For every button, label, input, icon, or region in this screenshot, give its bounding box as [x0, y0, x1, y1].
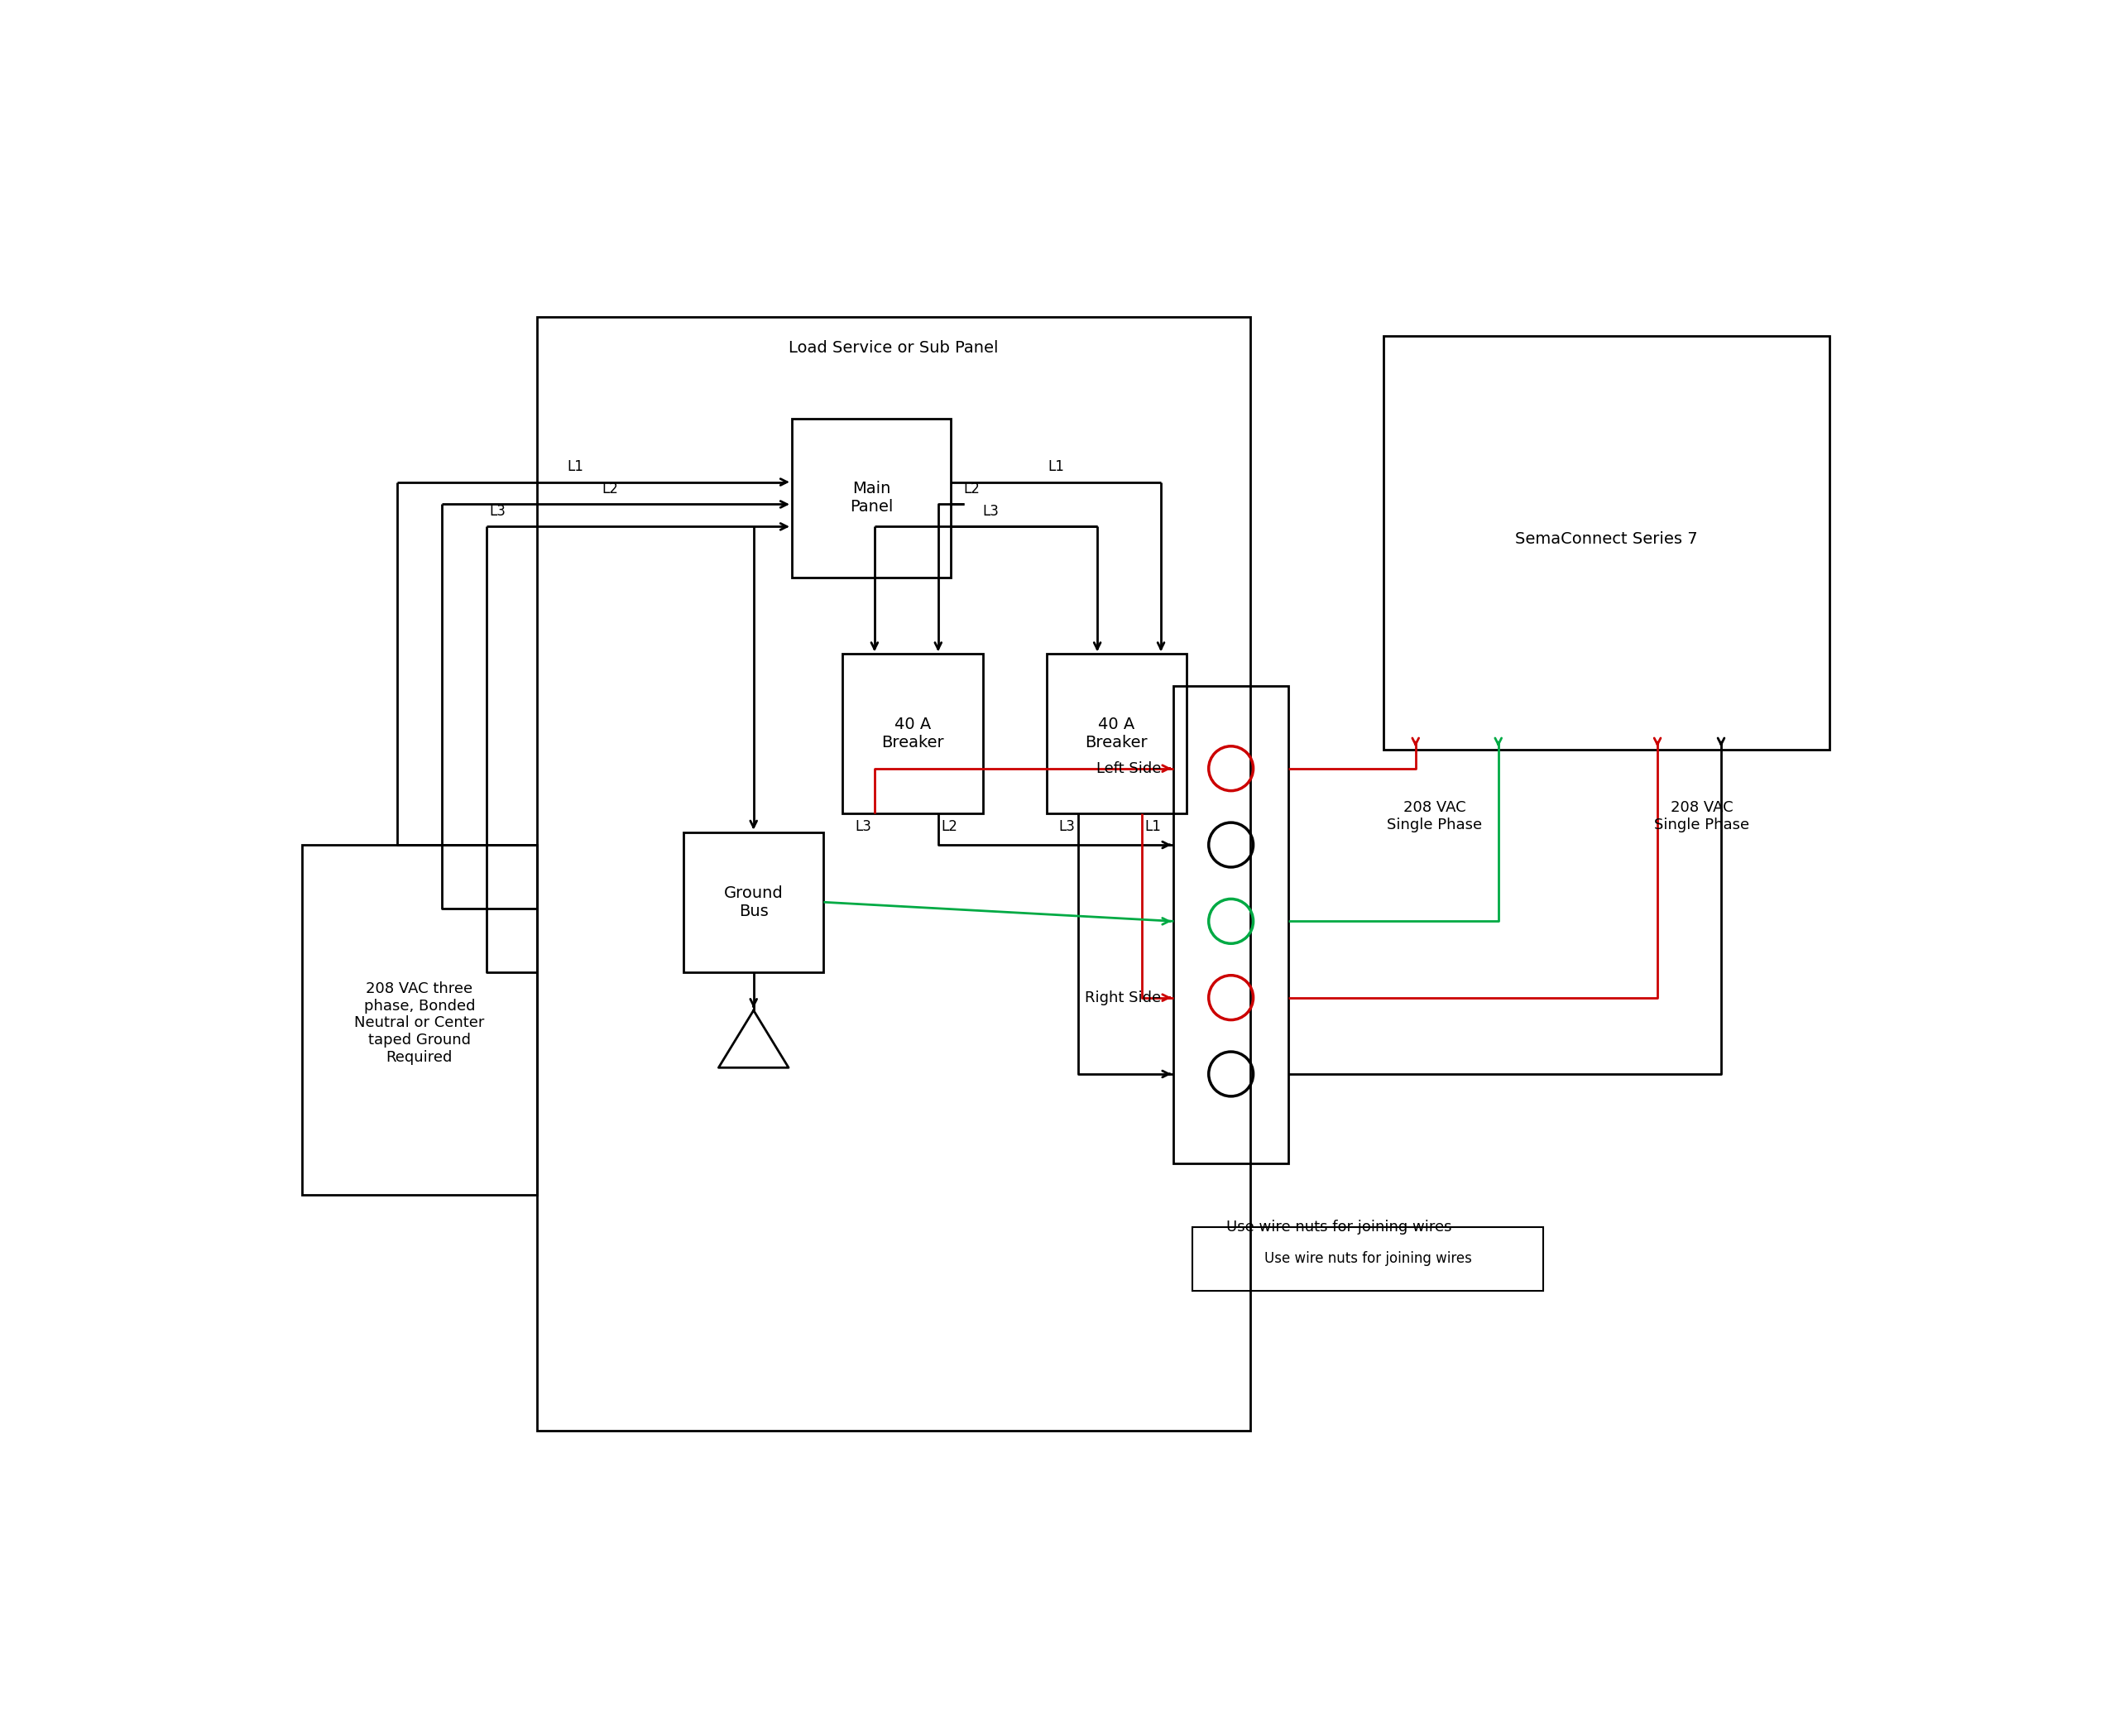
- Text: L3: L3: [983, 503, 1000, 519]
- Text: L1: L1: [1049, 460, 1063, 474]
- Text: Main
Panel: Main Panel: [850, 481, 893, 516]
- Text: SemaConnect Series 7: SemaConnect Series 7: [1515, 531, 1699, 547]
- Text: 208 VAC three
phase, Bonded
Neutral or Center
taped Ground
Required: 208 VAC three phase, Bonded Neutral or C…: [354, 981, 485, 1064]
- Text: Use wire nuts for joining wires: Use wire nuts for joining wires: [1226, 1219, 1452, 1234]
- Bar: [791, 418, 952, 578]
- Bar: [538, 316, 1249, 1430]
- Text: L3: L3: [1059, 819, 1074, 835]
- Text: Use wire nuts for joining wires: Use wire nuts for joining wires: [1264, 1252, 1471, 1266]
- Text: Load Service or Sub Panel: Load Service or Sub Panel: [789, 340, 998, 356]
- Bar: [1173, 686, 1289, 1163]
- Text: Right Side: Right Side: [1085, 990, 1160, 1005]
- Text: 40 A
Breaker: 40 A Breaker: [882, 717, 943, 750]
- Text: L2: L2: [964, 483, 979, 496]
- Bar: [1192, 1227, 1542, 1290]
- Bar: [684, 832, 823, 972]
- Bar: [302, 845, 538, 1194]
- Text: L3: L3: [490, 503, 506, 519]
- Text: 208 VAC
Single Phase: 208 VAC Single Phase: [1386, 800, 1483, 832]
- Text: L1: L1: [1146, 819, 1160, 835]
- Text: L3: L3: [855, 819, 871, 835]
- Text: 208 VAC
Single Phase: 208 VAC Single Phase: [1654, 800, 1749, 832]
- Text: 40 A
Breaker: 40 A Breaker: [1085, 717, 1148, 750]
- Text: L2: L2: [601, 483, 618, 496]
- Bar: [1384, 335, 1829, 750]
- Bar: [1047, 654, 1186, 812]
- Bar: [842, 654, 983, 812]
- Text: L1: L1: [568, 460, 584, 474]
- Text: L2: L2: [941, 819, 958, 835]
- Text: Ground
Bus: Ground Bus: [724, 885, 783, 918]
- Text: Left Side: Left Side: [1095, 760, 1160, 776]
